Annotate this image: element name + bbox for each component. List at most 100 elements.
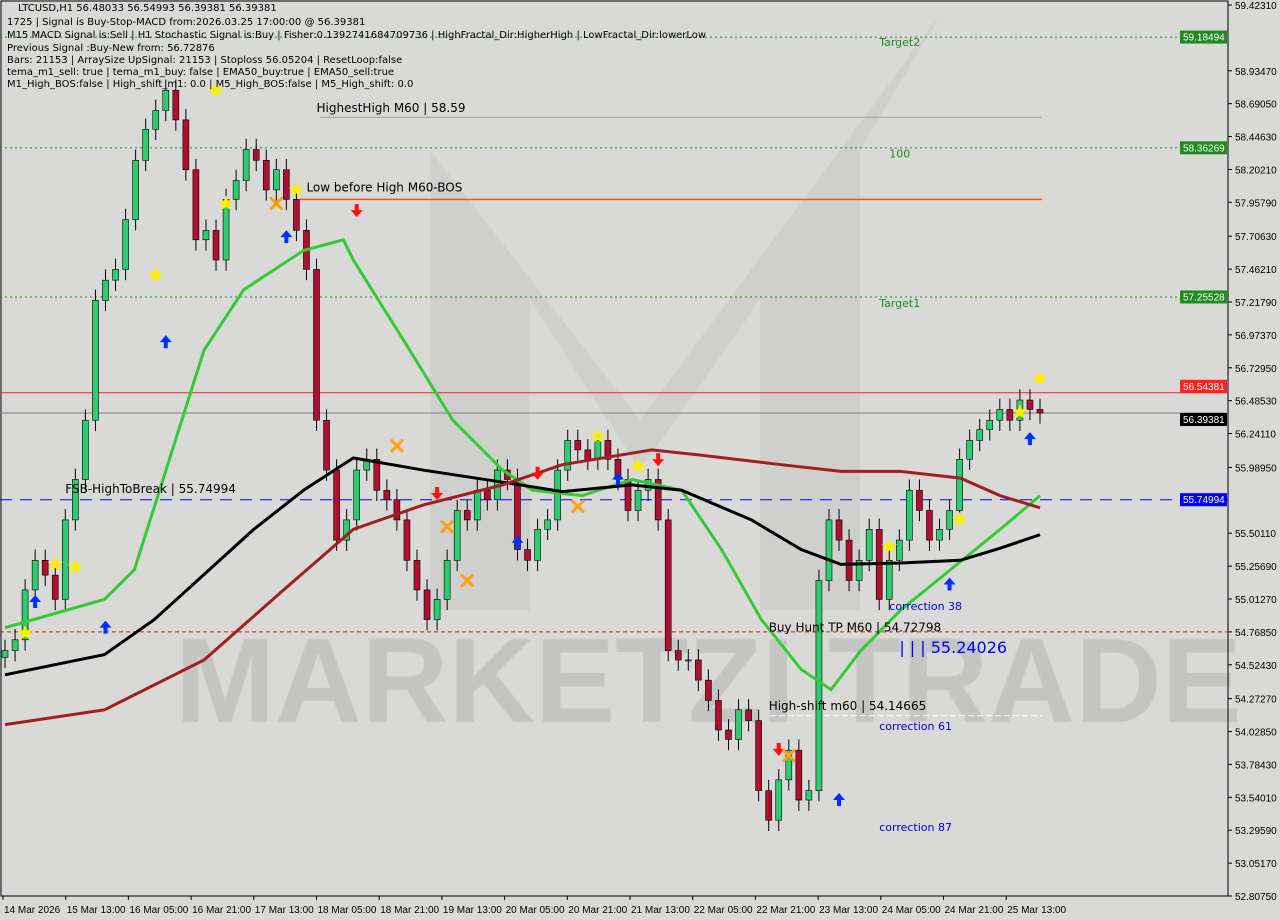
arrow-up-icon <box>99 620 112 634</box>
candle-bear <box>574 440 582 451</box>
x-tick-label: 23 Mar 13:00 <box>819 905 878 916</box>
price-label-bg <box>1180 141 1227 155</box>
candle-bull <box>785 749 793 781</box>
info-line-4: Bars: 21153 | ArraySize UpSignal: 21153 … <box>7 55 403 66</box>
candle-bull <box>122 219 129 270</box>
candle-bull <box>996 409 1004 421</box>
candle-bear <box>664 519 672 651</box>
candle-bull <box>815 580 823 791</box>
candle-bear <box>413 560 421 591</box>
cross-icon <box>460 573 475 588</box>
candle-bull <box>554 469 561 521</box>
candle-bear <box>1026 399 1034 410</box>
candle-bull <box>986 419 994 430</box>
x-tick-label: 16 Mar 21:00 <box>192 905 251 916</box>
candle-bear <box>484 489 491 500</box>
candle-bull <box>805 790 813 801</box>
y-tick-label: 54.27270 <box>1235 695 1277 706</box>
annotation-label: correction 87 <box>879 821 952 834</box>
candle-bull <box>634 489 642 511</box>
candle-bear <box>745 709 752 721</box>
candle-bear <box>604 440 612 460</box>
annotation-label: FSB-HighToBreak | 55.74994 <box>65 482 236 496</box>
candle-bear <box>212 230 220 261</box>
arrow-down-icon <box>531 466 544 480</box>
y-tick-label: 56.97370 <box>1235 331 1277 342</box>
candle-bull <box>473 489 481 521</box>
x-tick-label: 22 Mar 21:00 <box>756 905 815 916</box>
star-icon <box>590 428 606 443</box>
y-tick-label: 52.80750 <box>1235 892 1277 903</box>
price-label-bg <box>1180 30 1227 44</box>
candle-bear <box>845 539 853 581</box>
arrow-down-icon <box>350 204 363 218</box>
arrow-up-icon <box>29 595 42 609</box>
candle-bull <box>1 650 9 658</box>
x-tick-label: 24 Mar 05:00 <box>882 905 941 916</box>
candle-bear <box>393 499 401 521</box>
candle-bear <box>1006 409 1014 421</box>
info-line-2: M15 MACD Signal is:Sell | H1 Stochastic … <box>7 30 707 41</box>
candle-bull <box>21 589 29 641</box>
y-tick-label: 57.95790 <box>1235 198 1277 209</box>
star-icon <box>630 458 646 473</box>
annotation-label: 100 <box>889 148 910 161</box>
star-icon <box>1032 370 1048 385</box>
candle-bull <box>273 169 280 191</box>
info-line-5: tema_m1_sell: true | tema_m1_buy: false … <box>7 67 395 78</box>
candle-bull <box>142 129 149 161</box>
info-line-1: 1725 | Signal is Buy-Stop-MACD from:2026… <box>7 17 366 28</box>
arrow-down-icon <box>772 742 785 756</box>
y-tick-label: 54.52430 <box>1235 661 1277 672</box>
candle-bull <box>152 110 160 130</box>
y-tick-label: 57.46210 <box>1235 265 1277 276</box>
candle-bull <box>936 529 943 541</box>
y-tick-label: 56.24110 <box>1235 430 1276 441</box>
candle-bull <box>453 510 461 561</box>
candle-bull <box>735 709 742 740</box>
candle-bear <box>725 729 732 740</box>
arrow-up-icon <box>159 335 172 349</box>
arrow-up-icon <box>943 577 956 591</box>
candle-bull <box>82 419 89 480</box>
cross-icon <box>781 748 796 763</box>
y-tick-label: 58.69050 <box>1235 100 1277 111</box>
annotation-label: Low before High M60-BOS <box>306 180 462 194</box>
candle-bull <box>906 489 913 541</box>
x-tick-label: 17 Mar 13:00 <box>255 905 314 916</box>
price-label-bid: 56.39381 <box>1183 415 1225 426</box>
candle-bull <box>433 599 441 620</box>
star-icon <box>47 556 63 571</box>
y-tick-label: 54.76850 <box>1235 628 1277 639</box>
y-tick-label: 53.29590 <box>1235 826 1277 837</box>
cross-icon <box>389 438 404 453</box>
star-icon <box>952 511 968 527</box>
candle-bull <box>885 560 893 600</box>
candle-bear <box>172 89 180 121</box>
candle-bear <box>182 119 190 171</box>
candle-bull <box>946 510 953 530</box>
candle-bear <box>926 510 933 541</box>
candle-bull <box>976 429 984 441</box>
candle-bear <box>755 720 762 791</box>
star-icon <box>148 266 164 282</box>
candle-bull <box>443 560 451 600</box>
annotation-label: correction 61 <box>879 720 952 733</box>
chart-title: LTCUSD,H1 56.48033 56.54993 56.39381 56.… <box>18 3 277 14</box>
candle-bull <box>112 269 119 281</box>
y-tick-label: 58.44630 <box>1235 133 1277 144</box>
candle-bull <box>966 440 973 460</box>
y-tick-label: 55.01270 <box>1235 595 1277 606</box>
candle-bear <box>654 479 662 521</box>
candle-bear <box>293 199 300 231</box>
annotation-label: High-shift m60 | 54.14665 <box>769 699 927 713</box>
moving-average-ma_slow <box>4 448 1041 727</box>
candle-bear <box>313 269 320 421</box>
x-tick-label: 18 Mar 05:00 <box>318 905 377 916</box>
candle-bull <box>31 560 39 591</box>
candle-bull <box>956 458 963 511</box>
candle-bear <box>41 560 49 576</box>
price-label-bg <box>1180 493 1227 507</box>
